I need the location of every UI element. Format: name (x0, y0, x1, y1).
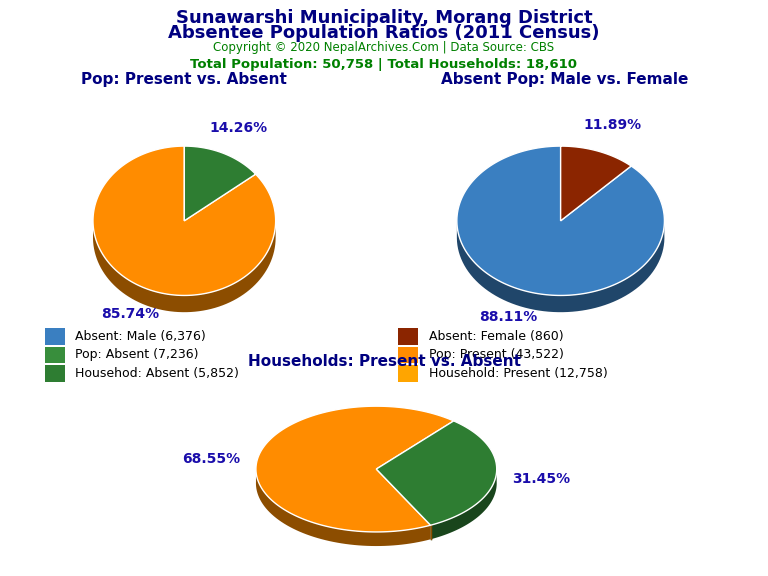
Text: Absent: Female (860): Absent: Female (860) (429, 330, 563, 343)
Text: Pop: Absent (7,236): Pop: Absent (7,236) (75, 348, 199, 362)
Text: Copyright © 2020 NepalArchives.Com | Data Source: CBS: Copyright © 2020 NepalArchives.Com | Dat… (214, 41, 554, 55)
Text: Househod: Absent (5,852): Househod: Absent (5,852) (75, 367, 239, 380)
Text: 11.89%: 11.89% (584, 118, 642, 132)
FancyBboxPatch shape (45, 347, 65, 363)
Text: Total Population: 50,758 | Total Households: 18,610: Total Population: 50,758 | Total Househo… (190, 58, 578, 71)
Text: 68.55%: 68.55% (182, 452, 240, 466)
Text: Pop: Present (43,522): Pop: Present (43,522) (429, 348, 564, 362)
Text: 14.26%: 14.26% (210, 121, 268, 135)
Polygon shape (457, 218, 664, 312)
Text: Sunawarshi Municipality, Morang District: Sunawarshi Municipality, Morang District (176, 9, 592, 26)
Text: 31.45%: 31.45% (512, 472, 571, 486)
Polygon shape (431, 468, 497, 539)
FancyBboxPatch shape (398, 347, 418, 363)
FancyBboxPatch shape (398, 328, 418, 344)
Polygon shape (184, 146, 256, 221)
Text: Pop: Present vs. Absent: Pop: Present vs. Absent (81, 72, 287, 87)
Polygon shape (256, 406, 454, 532)
FancyBboxPatch shape (398, 365, 418, 382)
Polygon shape (457, 146, 664, 295)
Polygon shape (376, 421, 497, 525)
Polygon shape (256, 468, 431, 546)
Text: Household: Present (12,758): Household: Present (12,758) (429, 367, 607, 380)
Polygon shape (93, 146, 276, 295)
Text: Absent Pop: Male vs. Female: Absent Pop: Male vs. Female (441, 72, 688, 87)
Text: Absentee Population Ratios (2011 Census): Absentee Population Ratios (2011 Census) (168, 24, 600, 42)
Polygon shape (561, 146, 631, 221)
Text: Households: Present vs. Absent: Households: Present vs. Absent (247, 354, 521, 369)
Text: Absent: Male (6,376): Absent: Male (6,376) (75, 330, 206, 343)
FancyBboxPatch shape (45, 365, 65, 382)
FancyBboxPatch shape (45, 328, 65, 344)
Text: 88.11%: 88.11% (479, 310, 538, 324)
Text: 85.74%: 85.74% (101, 306, 159, 321)
Polygon shape (93, 218, 276, 312)
